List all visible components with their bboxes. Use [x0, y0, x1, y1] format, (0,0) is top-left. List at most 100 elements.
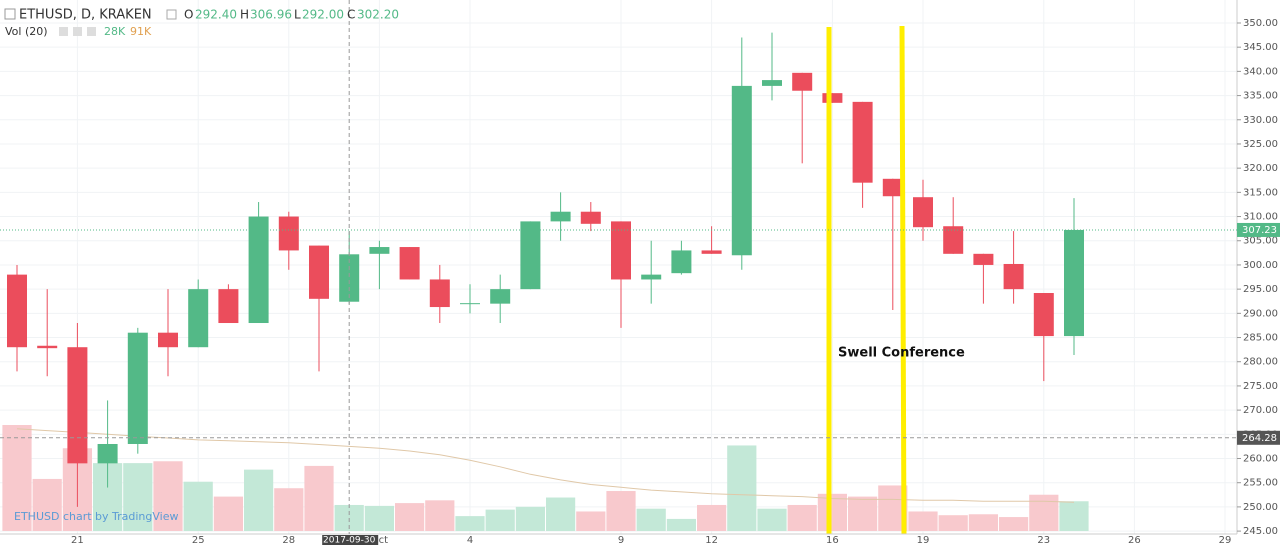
- volume-label: Vol (20): [5, 25, 48, 38]
- y-tick-label: 250.00: [1243, 502, 1278, 513]
- legend-icon[interactable]: [4, 8, 16, 20]
- settings-icon[interactable]: [166, 9, 177, 20]
- candle-body: [973, 253, 994, 265]
- volume-icon[interactable]: [87, 27, 96, 36]
- x-tick-label: 9: [618, 535, 624, 545]
- time-axis: [0, 534, 1237, 545]
- price-axis: [1237, 0, 1280, 545]
- y-tick-label: 285.00: [1243, 333, 1278, 344]
- candle-body: [882, 178, 903, 197]
- candle-body: [762, 80, 782, 86]
- candle-body: [309, 245, 329, 299]
- volume-bar: [2, 425, 32, 531]
- y-tick-label: 295.00: [1243, 284, 1278, 295]
- candle-body: [369, 247, 390, 254]
- y-tick-label: 300.00: [1243, 260, 1278, 271]
- volume-bar: [546, 497, 576, 531]
- candle-body: [218, 289, 239, 324]
- y-tick-label: 335.00: [1243, 91, 1278, 102]
- y-tick-label: 325.00: [1243, 139, 1278, 150]
- candle-body: [460, 303, 480, 305]
- crosshair-date-label: 2017-09-30: [323, 536, 376, 546]
- volume-bar: [485, 509, 515, 531]
- x-tick-label: 21: [71, 535, 84, 545]
- volume-bar: [425, 500, 455, 531]
- volume-bar: [274, 488, 304, 531]
- candle-body: [852, 101, 873, 183]
- y-tick-label: 275.00: [1243, 381, 1278, 392]
- open-label: O: [184, 8, 193, 22]
- candle-body: [399, 247, 420, 280]
- x-tick-label: 29: [1219, 535, 1232, 545]
- volume-bar: [1059, 501, 1089, 531]
- volume-icon[interactable]: [59, 27, 68, 36]
- y-tick-label: 290.00: [1243, 308, 1278, 319]
- volume-bar: [515, 506, 545, 531]
- close-label: C: [347, 8, 355, 22]
- y-tick-label: 255.00: [1243, 478, 1278, 489]
- volume-bar: [697, 504, 727, 531]
- volume-bar: [153, 461, 183, 531]
- legend: ETHUSD, D, KRAKEN O 292.40 H 306.96 L 29…: [4, 8, 399, 38]
- volume-bar: [1029, 494, 1059, 531]
- volume-bar: [364, 505, 394, 531]
- y-tick-label: 245.00: [1243, 526, 1278, 537]
- volume-icon[interactable]: [73, 27, 82, 36]
- candle-body: [188, 289, 209, 348]
- x-tick-label: Oct: [371, 535, 388, 545]
- candle-body: [641, 274, 662, 280]
- volume-ma-value: 91K: [130, 25, 152, 38]
- candle-body: [248, 216, 269, 324]
- candle-body: [97, 443, 118, 464]
- volume-bar: [727, 445, 757, 531]
- volume-pane: [2, 425, 1089, 531]
- candle-body: [429, 279, 450, 308]
- candles: [7, 32, 1084, 507]
- crosshair-price-label: 264.28: [1242, 433, 1277, 444]
- low-label: L: [294, 8, 301, 22]
- candle-body: [7, 274, 27, 348]
- candle-body: [611, 221, 631, 280]
- volume-bar: [787, 504, 817, 531]
- last-price-label: 307.23: [1242, 225, 1277, 236]
- high-label: H: [240, 8, 249, 22]
- y-tick-label: 310.00: [1243, 212, 1278, 223]
- candle-body: [520, 221, 541, 290]
- candle-body: [1064, 229, 1084, 337]
- volume-bar: [938, 515, 968, 531]
- candle-body: [580, 211, 601, 224]
- y-tick-label: 270.00: [1243, 405, 1278, 416]
- candle-body: [127, 332, 148, 444]
- last-price-tag: [1237, 222, 1280, 237]
- volume-value: 28K: [104, 25, 126, 38]
- candle-body: [158, 332, 178, 348]
- y-tick-label: 330.00: [1243, 115, 1278, 126]
- volume-bar: [213, 496, 243, 531]
- volume-bar: [757, 508, 787, 531]
- volume-bar: [999, 517, 1029, 531]
- volume-bar: [32, 478, 62, 531]
- candle-body: [701, 250, 722, 254]
- x-tick-label: 12: [705, 535, 718, 545]
- high-value: 306.96: [250, 8, 292, 22]
- volume-bar: [968, 514, 998, 531]
- x-tick-label: 25: [192, 535, 205, 545]
- x-tick-label: 19: [917, 535, 930, 545]
- candle-body: [731, 85, 752, 256]
- x-tick-label: 23: [1037, 535, 1050, 545]
- candle-body: [490, 289, 511, 304]
- volume-bar: [455, 516, 485, 531]
- y-tick-label: 345.00: [1243, 42, 1278, 53]
- volume-bar: [395, 503, 425, 531]
- volume-bar: [123, 463, 153, 531]
- candle-body: [278, 216, 299, 251]
- candle-body: [671, 250, 692, 274]
- volume-bar: [908, 511, 938, 531]
- candle-body: [913, 197, 933, 228]
- volume-bar: [636, 508, 666, 531]
- volume-bar: [183, 481, 213, 531]
- volume-bar: [606, 491, 636, 531]
- crosshair-price-tag: [1237, 430, 1280, 445]
- x-tick-label: 4: [467, 535, 473, 545]
